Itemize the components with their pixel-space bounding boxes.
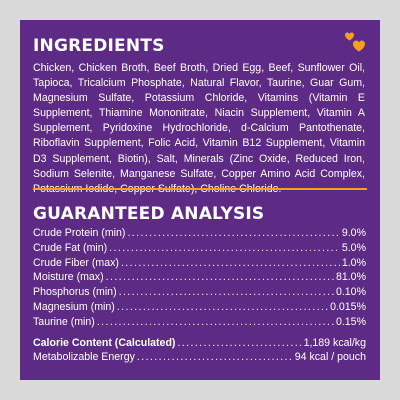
dot-leader xyxy=(177,336,301,351)
analysis-row-crude-protein: Crude Protein (min) 9.0% xyxy=(33,226,366,241)
dot-leader xyxy=(117,300,328,315)
dot-leader xyxy=(97,315,334,330)
analysis-label: Crude Fiber (max) xyxy=(33,256,119,269)
analysis-row-taurine: Taurine (min) 0.15% xyxy=(33,315,366,330)
calorie-content-value: 1,189 kcal/kg xyxy=(303,336,366,349)
analysis-label: Taurine (min) xyxy=(33,315,95,328)
analysis-value: 0.10% xyxy=(335,286,366,299)
ingredients-list: Chicken, Chicken Broth, Beef Broth, Drie… xyxy=(33,62,365,195)
analysis-label: Moisture (max) xyxy=(33,271,104,284)
analysis-label: Magnesium (min) xyxy=(33,300,115,313)
analysis-label: Phosphorus (min) xyxy=(33,286,117,299)
analysis-value: 1.0% xyxy=(341,256,366,269)
calorie-content-row: Calorie Content (Calculated) 1,189 kcal/… xyxy=(33,336,366,351)
guaranteed-analysis-heading: GUARANTEED ANALYSIS xyxy=(33,204,265,224)
hearts-icon xyxy=(345,32,365,52)
ingredients-heading: INGREDIENTS xyxy=(33,36,165,56)
analysis-value: 9.0% xyxy=(341,227,366,239)
section-divider xyxy=(33,188,367,190)
metabolizable-energy-label: Metabolizable Energy xyxy=(33,351,135,364)
analysis-row-moisture: Moisture (max) 81.0% xyxy=(33,270,366,285)
dot-leader xyxy=(119,285,334,300)
analysis-row-crude-fat: Crude Fat (min) 5.0% xyxy=(33,241,366,256)
metabolizable-energy-row: Metabolizable Energy 94 kcal / pouch xyxy=(33,350,366,365)
analysis-value: 5.0% xyxy=(341,241,366,254)
analysis-value: 0.015% xyxy=(330,300,366,313)
analysis-label: Crude Protein (min) xyxy=(33,227,126,239)
analysis-label: Crude Fat (min) xyxy=(33,241,108,254)
label-panel: INGREDIENTS Chicken, Chicken Broth, Beef… xyxy=(20,20,380,380)
analysis-value: 81.0% xyxy=(335,271,366,284)
analysis-row-phosphorus: Phosphorus (min) 0.10% xyxy=(33,285,366,300)
analysis-row-crude-fiber: Crude Fiber (max) 1.0% xyxy=(33,256,366,271)
calorie-content-label: Calorie Content (Calculated) xyxy=(33,336,176,349)
dot-leader xyxy=(106,270,334,285)
analysis-value: 0.15% xyxy=(335,315,366,328)
dot-leader xyxy=(109,241,340,256)
metabolizable-energy-value: 94 kcal / pouch xyxy=(294,351,366,364)
analysis-row-magnesium: Magnesium (min) 0.015% xyxy=(33,300,366,315)
dot-leader xyxy=(127,226,339,241)
dot-leader xyxy=(137,350,293,365)
dot-leader xyxy=(121,256,340,271)
guaranteed-analysis-table: Crude Protein (min) 9.0% Crude Fat (min)… xyxy=(33,226,366,365)
